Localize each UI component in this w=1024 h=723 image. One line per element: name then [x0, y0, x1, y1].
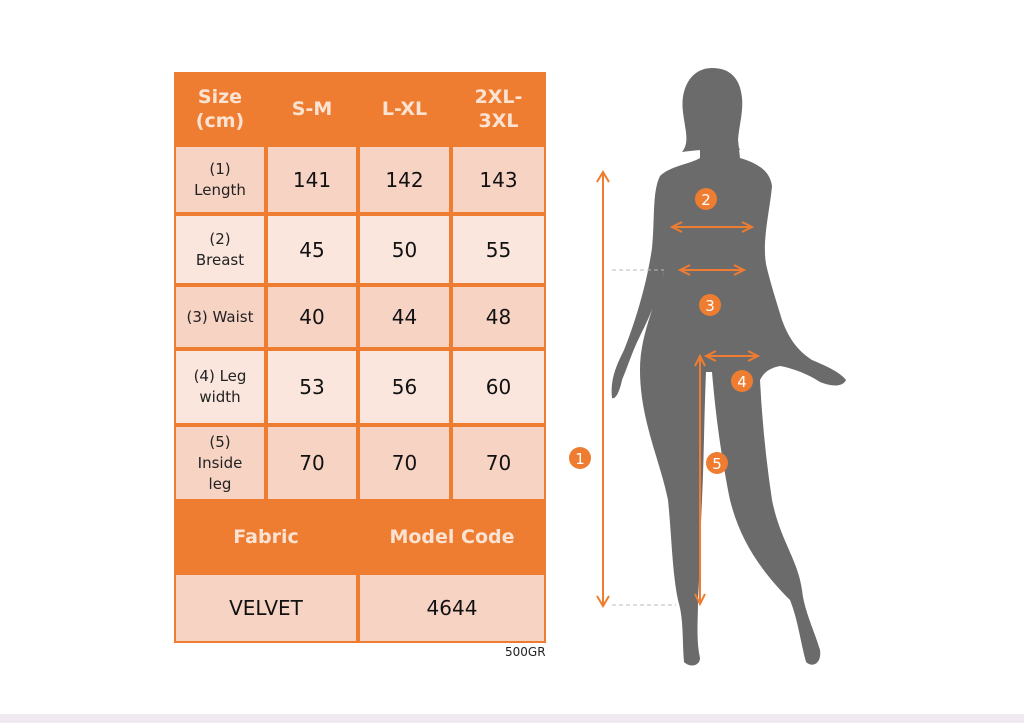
bottom-strip [0, 714, 1024, 723]
marker-1: 1 [569, 447, 591, 469]
marker-5: 5 [706, 452, 728, 474]
row-label: (1) Length [176, 147, 264, 212]
table-cell: 70 [268, 427, 356, 499]
row-label: (2) Breast [176, 216, 264, 283]
header-cell: L-XL [381, 97, 428, 120]
table-cell: 45 [268, 216, 356, 283]
svg-text:1: 1 [575, 450, 585, 468]
header-cell: Size (cm) [195, 85, 245, 132]
row-label: (3) Waist [176, 287, 264, 347]
body-silhouette-diagram: 1 2 3 4 5 [569, 68, 846, 666]
svg-text:2: 2 [701, 191, 711, 209]
table-cell: 60 [453, 351, 544, 423]
header-cell: 2XL- 3XL [474, 85, 523, 132]
marker-3: 3 [699, 294, 721, 316]
size-chart-table: Size (cm) S-M L-XL 2XL- 3XL (1) Length 141 142… [174, 72, 546, 643]
table-cell: 40 [268, 287, 356, 347]
table-cell: 56 [360, 351, 449, 423]
header-cell: S-M [291, 97, 333, 120]
table-cell: 53 [268, 351, 356, 423]
table-cell: 44 [360, 287, 449, 347]
table-cell: 143 [453, 147, 544, 212]
fabric-value: VELVET [176, 575, 356, 641]
table-cell: 48 [453, 287, 544, 347]
model-code-value: 4644 [360, 575, 544, 641]
measure-arrows [596, 170, 761, 608]
table-cell: 142 [360, 147, 449, 212]
fabric-header: Fabric [233, 526, 299, 548]
marker-2: 2 [695, 188, 717, 210]
table-cell: 70 [360, 427, 449, 499]
svg-text:3: 3 [705, 297, 715, 315]
row-label: (4) Leg width [176, 351, 264, 423]
model-code-header: Model Code [389, 526, 515, 548]
marker-4: 4 [731, 370, 753, 392]
table-cell: 50 [360, 216, 449, 283]
table-cell: 55 [453, 216, 544, 283]
svg-text:4: 4 [737, 373, 747, 391]
weight-label: 500GR [505, 645, 546, 659]
svg-text:5: 5 [712, 455, 722, 473]
table-cell: 141 [268, 147, 356, 212]
guide-lines [612, 269, 676, 606]
table-cell: 70 [453, 427, 544, 499]
row-label: (5) Inside leg [176, 427, 264, 499]
silhouette-icon [611, 68, 846, 666]
